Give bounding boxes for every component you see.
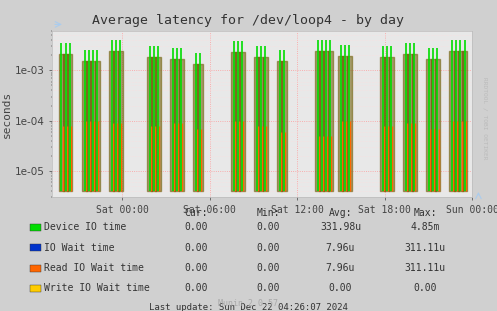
Text: 0.00: 0.00 — [184, 283, 208, 293]
Text: Min:: Min: — [256, 208, 280, 218]
Text: 4.85m: 4.85m — [410, 222, 440, 232]
Text: Last update: Sun Dec 22 04:26:07 2024: Last update: Sun Dec 22 04:26:07 2024 — [149, 303, 348, 311]
Text: 7.96u: 7.96u — [326, 263, 355, 273]
Text: 0.00: 0.00 — [256, 263, 280, 273]
Text: Max:: Max: — [413, 208, 437, 218]
Text: Read IO Wait time: Read IO Wait time — [44, 263, 144, 273]
Text: IO Wait time: IO Wait time — [44, 243, 114, 253]
Text: 0.00: 0.00 — [184, 243, 208, 253]
Text: Munin 2.0.57: Munin 2.0.57 — [219, 299, 278, 308]
Text: 0.00: 0.00 — [256, 243, 280, 253]
Text: Cur:: Cur: — [184, 208, 208, 218]
Text: Device IO time: Device IO time — [44, 222, 126, 232]
Text: 0.00: 0.00 — [184, 222, 208, 232]
Text: RRDTOOL / TOBI OETIKER: RRDTOOL / TOBI OETIKER — [482, 77, 487, 160]
Text: 311.11u: 311.11u — [405, 263, 445, 273]
Text: 0.00: 0.00 — [329, 283, 352, 293]
Text: Write IO Wait time: Write IO Wait time — [44, 283, 150, 293]
Text: 7.96u: 7.96u — [326, 243, 355, 253]
Y-axis label: seconds: seconds — [2, 91, 12, 138]
Text: Avg:: Avg: — [329, 208, 352, 218]
Text: 311.11u: 311.11u — [405, 243, 445, 253]
Text: 331.98u: 331.98u — [320, 222, 361, 232]
Text: 0.00: 0.00 — [413, 283, 437, 293]
Text: Average latency for /dev/loop4 - by day: Average latency for /dev/loop4 - by day — [92, 14, 405, 27]
Text: 0.00: 0.00 — [184, 263, 208, 273]
Text: 0.00: 0.00 — [256, 283, 280, 293]
Text: 0.00: 0.00 — [256, 222, 280, 232]
